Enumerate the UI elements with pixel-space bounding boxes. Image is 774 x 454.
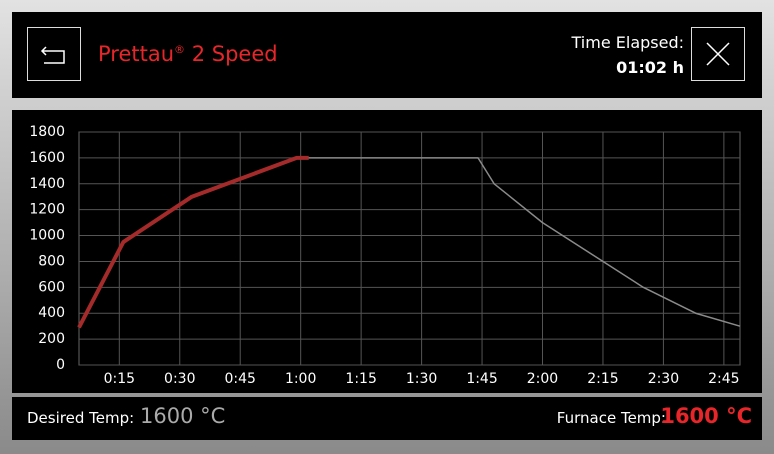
- x-tick-label: 0:15: [104, 371, 135, 387]
- y-tick-label: 1000: [29, 228, 65, 244]
- y-tick-label: 0: [56, 357, 65, 373]
- y-tick-label: 800: [38, 253, 65, 269]
- x-tick-label: 2:15: [587, 371, 618, 387]
- y-tick-label: 1800: [29, 124, 65, 140]
- line: [77, 155, 309, 329]
- x-tick-label: 2:00: [527, 371, 558, 387]
- x-tick-label: 2:30: [648, 371, 679, 387]
- x-tick-label: 2:45: [708, 371, 739, 387]
- close-button[interactable]: [691, 27, 745, 81]
- furnace-label: Furnace Temp:: [556, 409, 666, 427]
- title-suffix: 2 Speed: [185, 42, 278, 66]
- chart-panel: 0 200 400 600 800 1000 1200 1400 1600 1800 0:15 0:3…: [12, 110, 762, 393]
- x-tick-label: 1:30: [406, 371, 437, 387]
- desired-value: 1600 °C: [140, 404, 226, 428]
- header-bar: Prettau® 2 Speed Time Elapsed: 01:02 h: [12, 12, 762, 98]
- desired-label: Desired Temp:: [27, 409, 135, 427]
- close-icon: [706, 42, 730, 66]
- furnace-value: 1600 °C: [660, 404, 752, 428]
- y-tick-label: 200: [38, 331, 65, 347]
- back-button[interactable]: [27, 27, 81, 81]
- y-tick-label: 400: [38, 305, 65, 321]
- y-tick-label: 600: [38, 279, 65, 295]
- x-tick-label: 0:30: [164, 371, 195, 387]
- y-tick-label: 1200: [29, 202, 65, 218]
- title-text: Prettau: [98, 42, 175, 66]
- time-elapsed: Time Elapsed: 01:02 h: [572, 30, 684, 80]
- x-tick-label: 0:45: [224, 371, 255, 387]
- x-tick-label: 1:15: [345, 371, 376, 387]
- x-tick-label: 1:00: [285, 371, 316, 387]
- x-tick-label: 1:45: [466, 371, 497, 387]
- title-mark: ®: [174, 43, 186, 56]
- y-tick-label: 1600: [29, 150, 65, 166]
- time-value: 01:02 h: [616, 58, 684, 77]
- time-label: Time Elapsed:: [571, 33, 684, 52]
- plot-frame: [78, 131, 741, 366]
- program-title: Prettau® 2 Speed: [98, 42, 278, 66]
- y-tick-label: 1400: [29, 176, 65, 192]
- footer-bar: Desired Temp: 1600 °C Furnace Temp: 1600…: [12, 397, 762, 440]
- chart: 0 200 400 600 800 1000 1200 1400 1600 1800 0:15 0:3…: [29, 124, 741, 387]
- back-icon: [40, 46, 65, 64]
